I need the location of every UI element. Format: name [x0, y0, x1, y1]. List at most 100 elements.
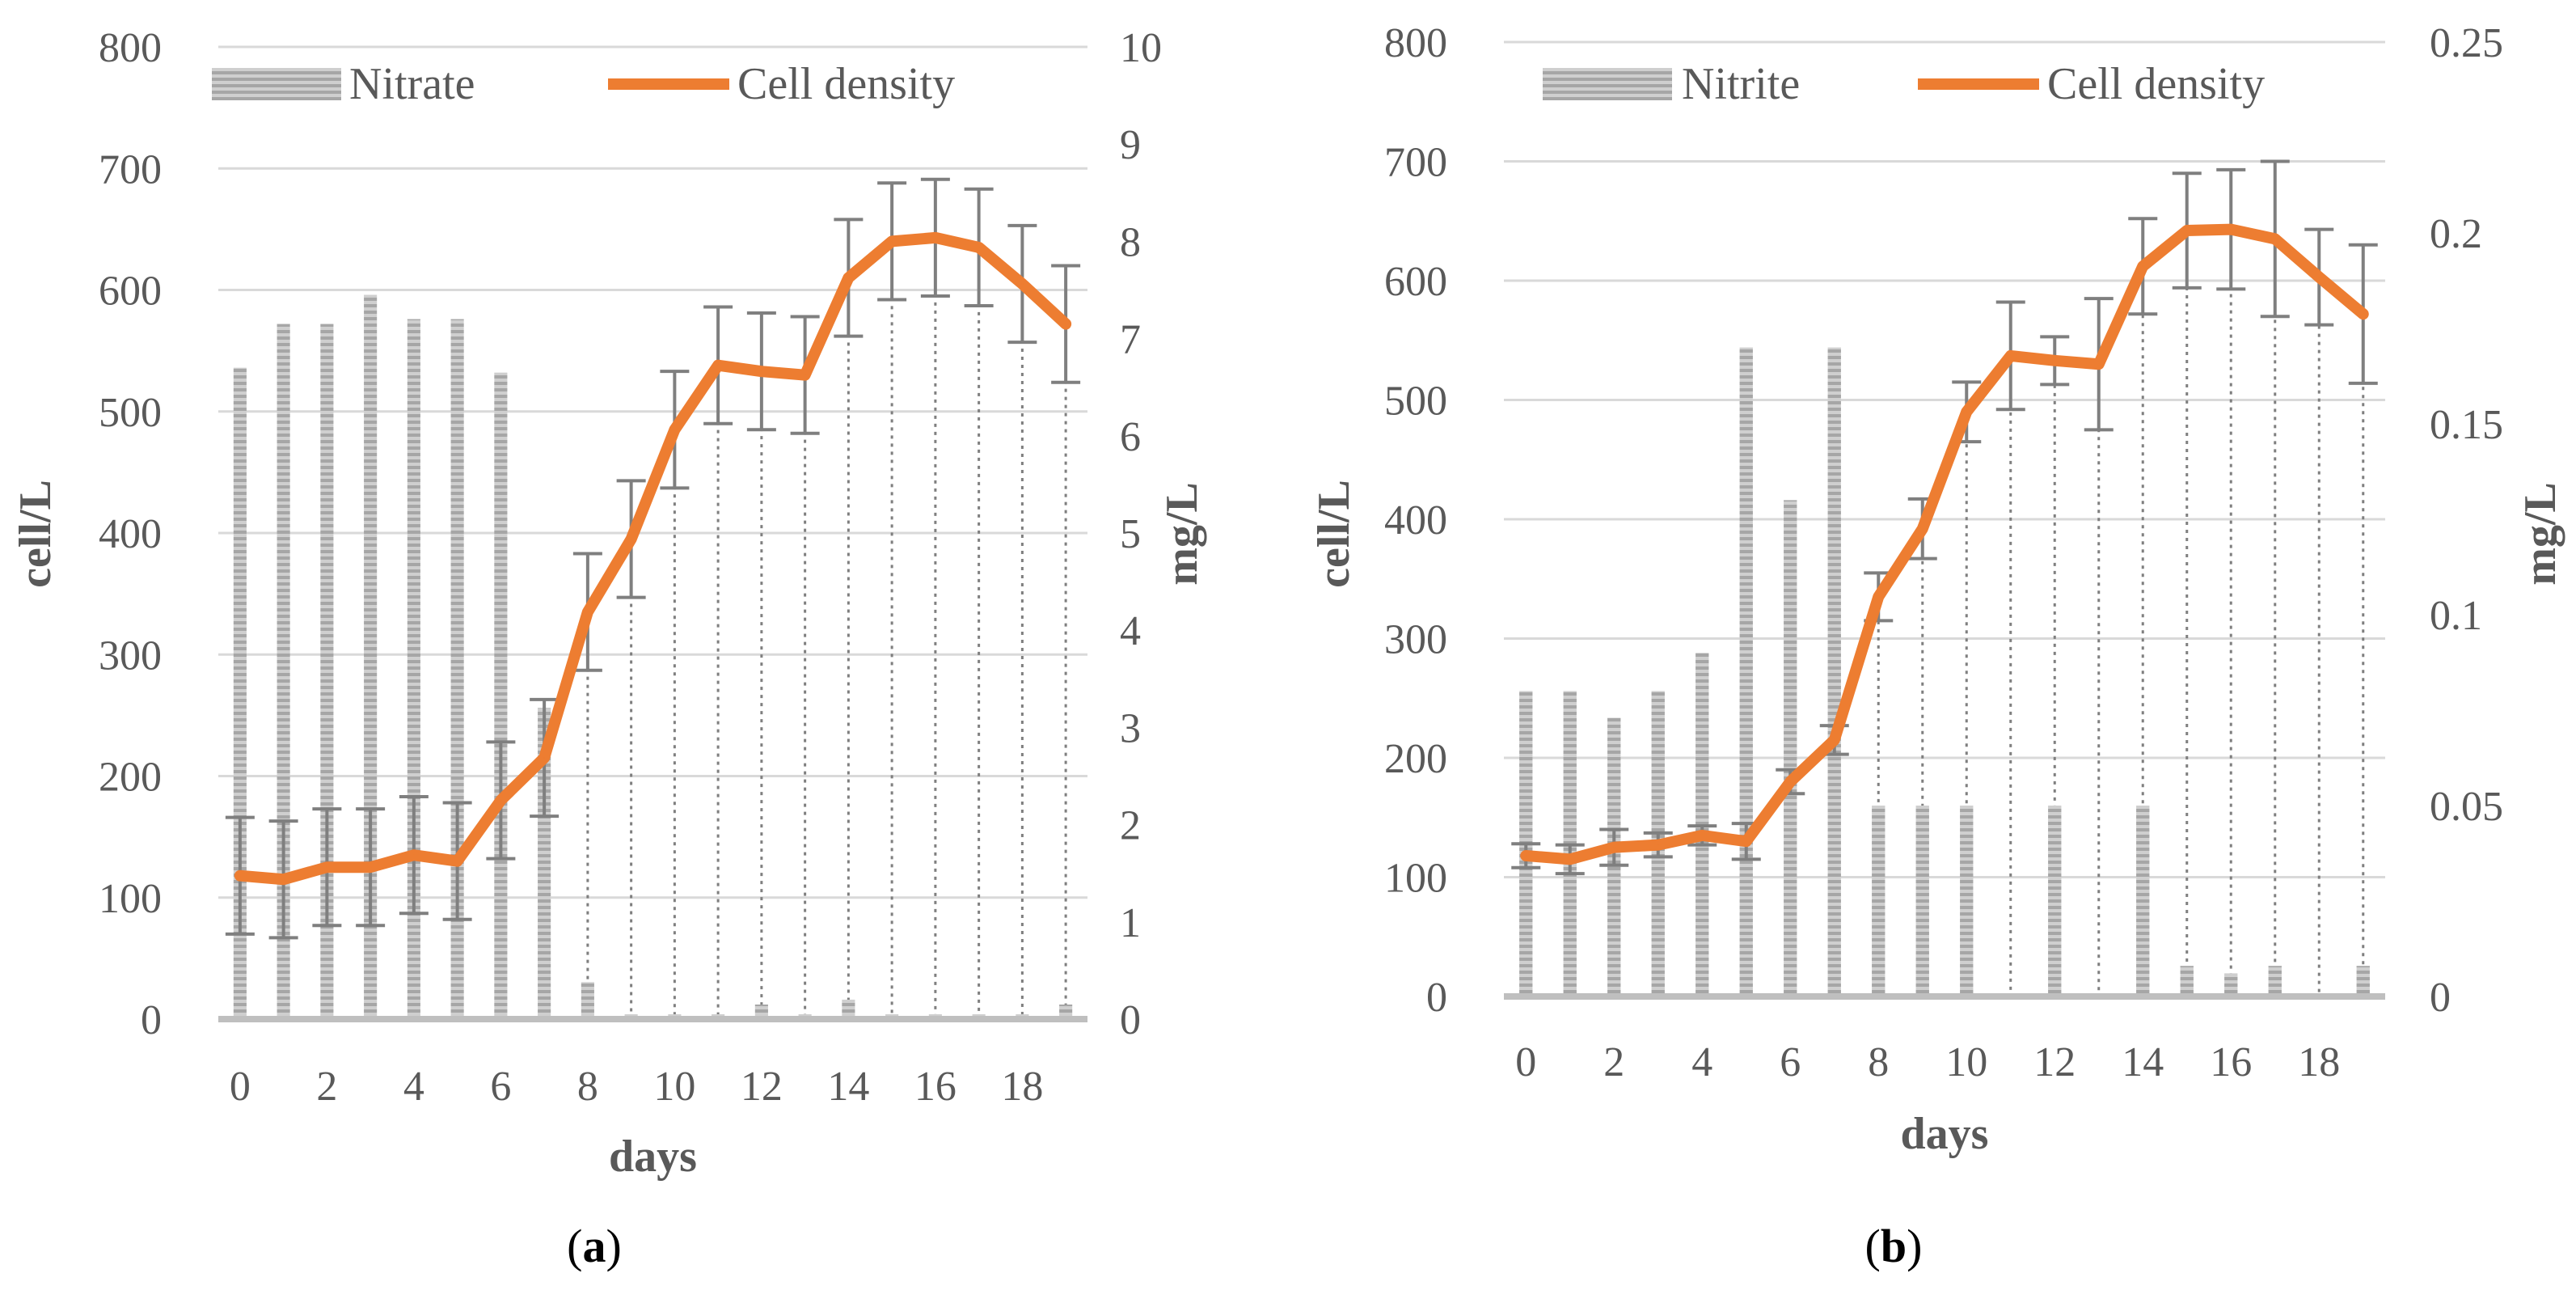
- bar: [1915, 806, 1929, 996]
- bar: [2136, 806, 2150, 996]
- x-tick-label: 14: [2122, 1039, 2164, 1085]
- y-right-tick-label: 0.2: [2430, 211, 2482, 257]
- line-point: [934, 236, 936, 239]
- bar: [754, 1004, 768, 1019]
- x-tick-label: 0: [1515, 1039, 1536, 1085]
- x-tick-label: 18: [2298, 1039, 2340, 1085]
- panel-label: (a): [567, 1220, 622, 1272]
- line-point: [2142, 265, 2144, 268]
- y-left-tick-label: 800: [1384, 20, 1447, 66]
- line-point: [586, 611, 589, 613]
- line-point: [760, 370, 762, 373]
- y-right-tick-label: 8: [1120, 219, 1141, 265]
- line-point: [1021, 282, 1024, 285]
- line-point: [2009, 354, 2012, 357]
- legend-label-bar: Nitrite: [1682, 59, 1800, 109]
- y-right-tick-label: 5: [1120, 511, 1141, 557]
- line-point: [1569, 858, 1571, 861]
- y-left-tick-label: 800: [99, 25, 162, 71]
- x-tick-label: 12: [2033, 1039, 2076, 1085]
- bar: [364, 294, 378, 1019]
- line-point: [717, 364, 720, 366]
- bar: [1872, 806, 1886, 996]
- line-point: [2274, 238, 2276, 240]
- line-point: [1966, 411, 1968, 413]
- bar: [407, 319, 420, 1019]
- chart-panel-b: 010020030040050060070080000.050.10.150.2…: [1309, 20, 2565, 1272]
- line-point: [674, 429, 676, 431]
- line-point: [2318, 276, 2321, 278]
- y-right-tick-label: 4: [1120, 608, 1141, 654]
- bar: [277, 324, 290, 1019]
- line-point: [456, 860, 458, 862]
- line-point: [804, 374, 806, 376]
- y-left-tick-label: 300: [1384, 617, 1447, 663]
- bar: [581, 982, 594, 1019]
- line-point: [1833, 738, 1835, 741]
- line-point: [239, 874, 241, 877]
- x-axis-title: days: [1901, 1109, 1989, 1159]
- y-left-tick-label: 400: [99, 511, 162, 557]
- y-left-tick-label: 100: [99, 876, 162, 922]
- bar: [538, 708, 551, 1019]
- line-point: [1657, 844, 1659, 846]
- y-left-tick-label: 0: [1426, 975, 1447, 1021]
- y-right-tick-label: 10: [1120, 25, 1162, 71]
- y-right-tick-label: 0.1: [2430, 593, 2482, 639]
- bar: [320, 324, 334, 1019]
- panel-label: (b): [1865, 1220, 1923, 1272]
- x-tick-label: 2: [1603, 1039, 1624, 1085]
- line-point: [2185, 230, 2188, 232]
- y-right-tick-label: 0: [1120, 997, 1141, 1043]
- line-point: [370, 866, 372, 869]
- line-point: [543, 756, 546, 759]
- y-left-tick-label: 100: [1384, 856, 1447, 902]
- x-tick-label: 4: [403, 1064, 424, 1110]
- x-axis-title: days: [609, 1132, 697, 1182]
- x-tick-label: 14: [827, 1064, 869, 1110]
- y-left-tick-label: 700: [1384, 140, 1447, 186]
- y-right-axis-title: mg/L: [2515, 482, 2565, 586]
- line-point: [630, 538, 632, 540]
- y-right-tick-label: 3: [1120, 705, 1141, 751]
- line-point: [978, 246, 980, 248]
- y-left-tick-label: 200: [1384, 736, 1447, 782]
- y-left-tick-label: 300: [99, 632, 162, 679]
- y-right-tick-label: 0.05: [2430, 784, 2503, 830]
- y-left-tick-label: 500: [99, 390, 162, 436]
- line-point: [412, 854, 415, 857]
- bar: [842, 999, 855, 1019]
- y-left-tick-label: 600: [99, 269, 162, 315]
- y-left-tick-label: 500: [1384, 379, 1447, 425]
- y-right-tick-label: 1: [1120, 900, 1141, 946]
- legend: Nitrate Cell density: [212, 59, 955, 109]
- x-tick-label: 10: [653, 1064, 695, 1110]
- line-point: [1921, 527, 1924, 530]
- x-tick-label: 16: [2210, 1039, 2252, 1085]
- x-tick-label: 2: [316, 1064, 337, 1110]
- x-tick-label: 0: [230, 1064, 251, 1110]
- bar: [450, 319, 464, 1019]
- legend-bar-swatch: [212, 68, 341, 100]
- y-left-axis-title: cell/L: [1309, 480, 1359, 588]
- bar: [1960, 806, 1974, 996]
- y-left-tick-label: 700: [99, 146, 162, 192]
- x-tick-label: 4: [1691, 1039, 1712, 1085]
- line-point: [2230, 228, 2232, 231]
- bar: [2180, 966, 2194, 996]
- line-point: [1525, 854, 1527, 857]
- y-right-axis-title: mg/L: [1157, 482, 1207, 586]
- bar: [2048, 806, 2062, 996]
- series-line-cell-density: [1520, 223, 2369, 865]
- bar: [2356, 966, 2370, 996]
- y-left-tick-label: 600: [1384, 259, 1447, 305]
- line-point: [891, 240, 893, 243]
- x-tick-label: 18: [1001, 1064, 1043, 1110]
- y-right-tick-label: 7: [1120, 317, 1141, 363]
- line-point: [500, 799, 502, 802]
- bar: [1059, 1004, 1073, 1019]
- x-tick-label: 10: [1945, 1039, 1987, 1085]
- x-tick-label: 8: [1868, 1039, 1889, 1085]
